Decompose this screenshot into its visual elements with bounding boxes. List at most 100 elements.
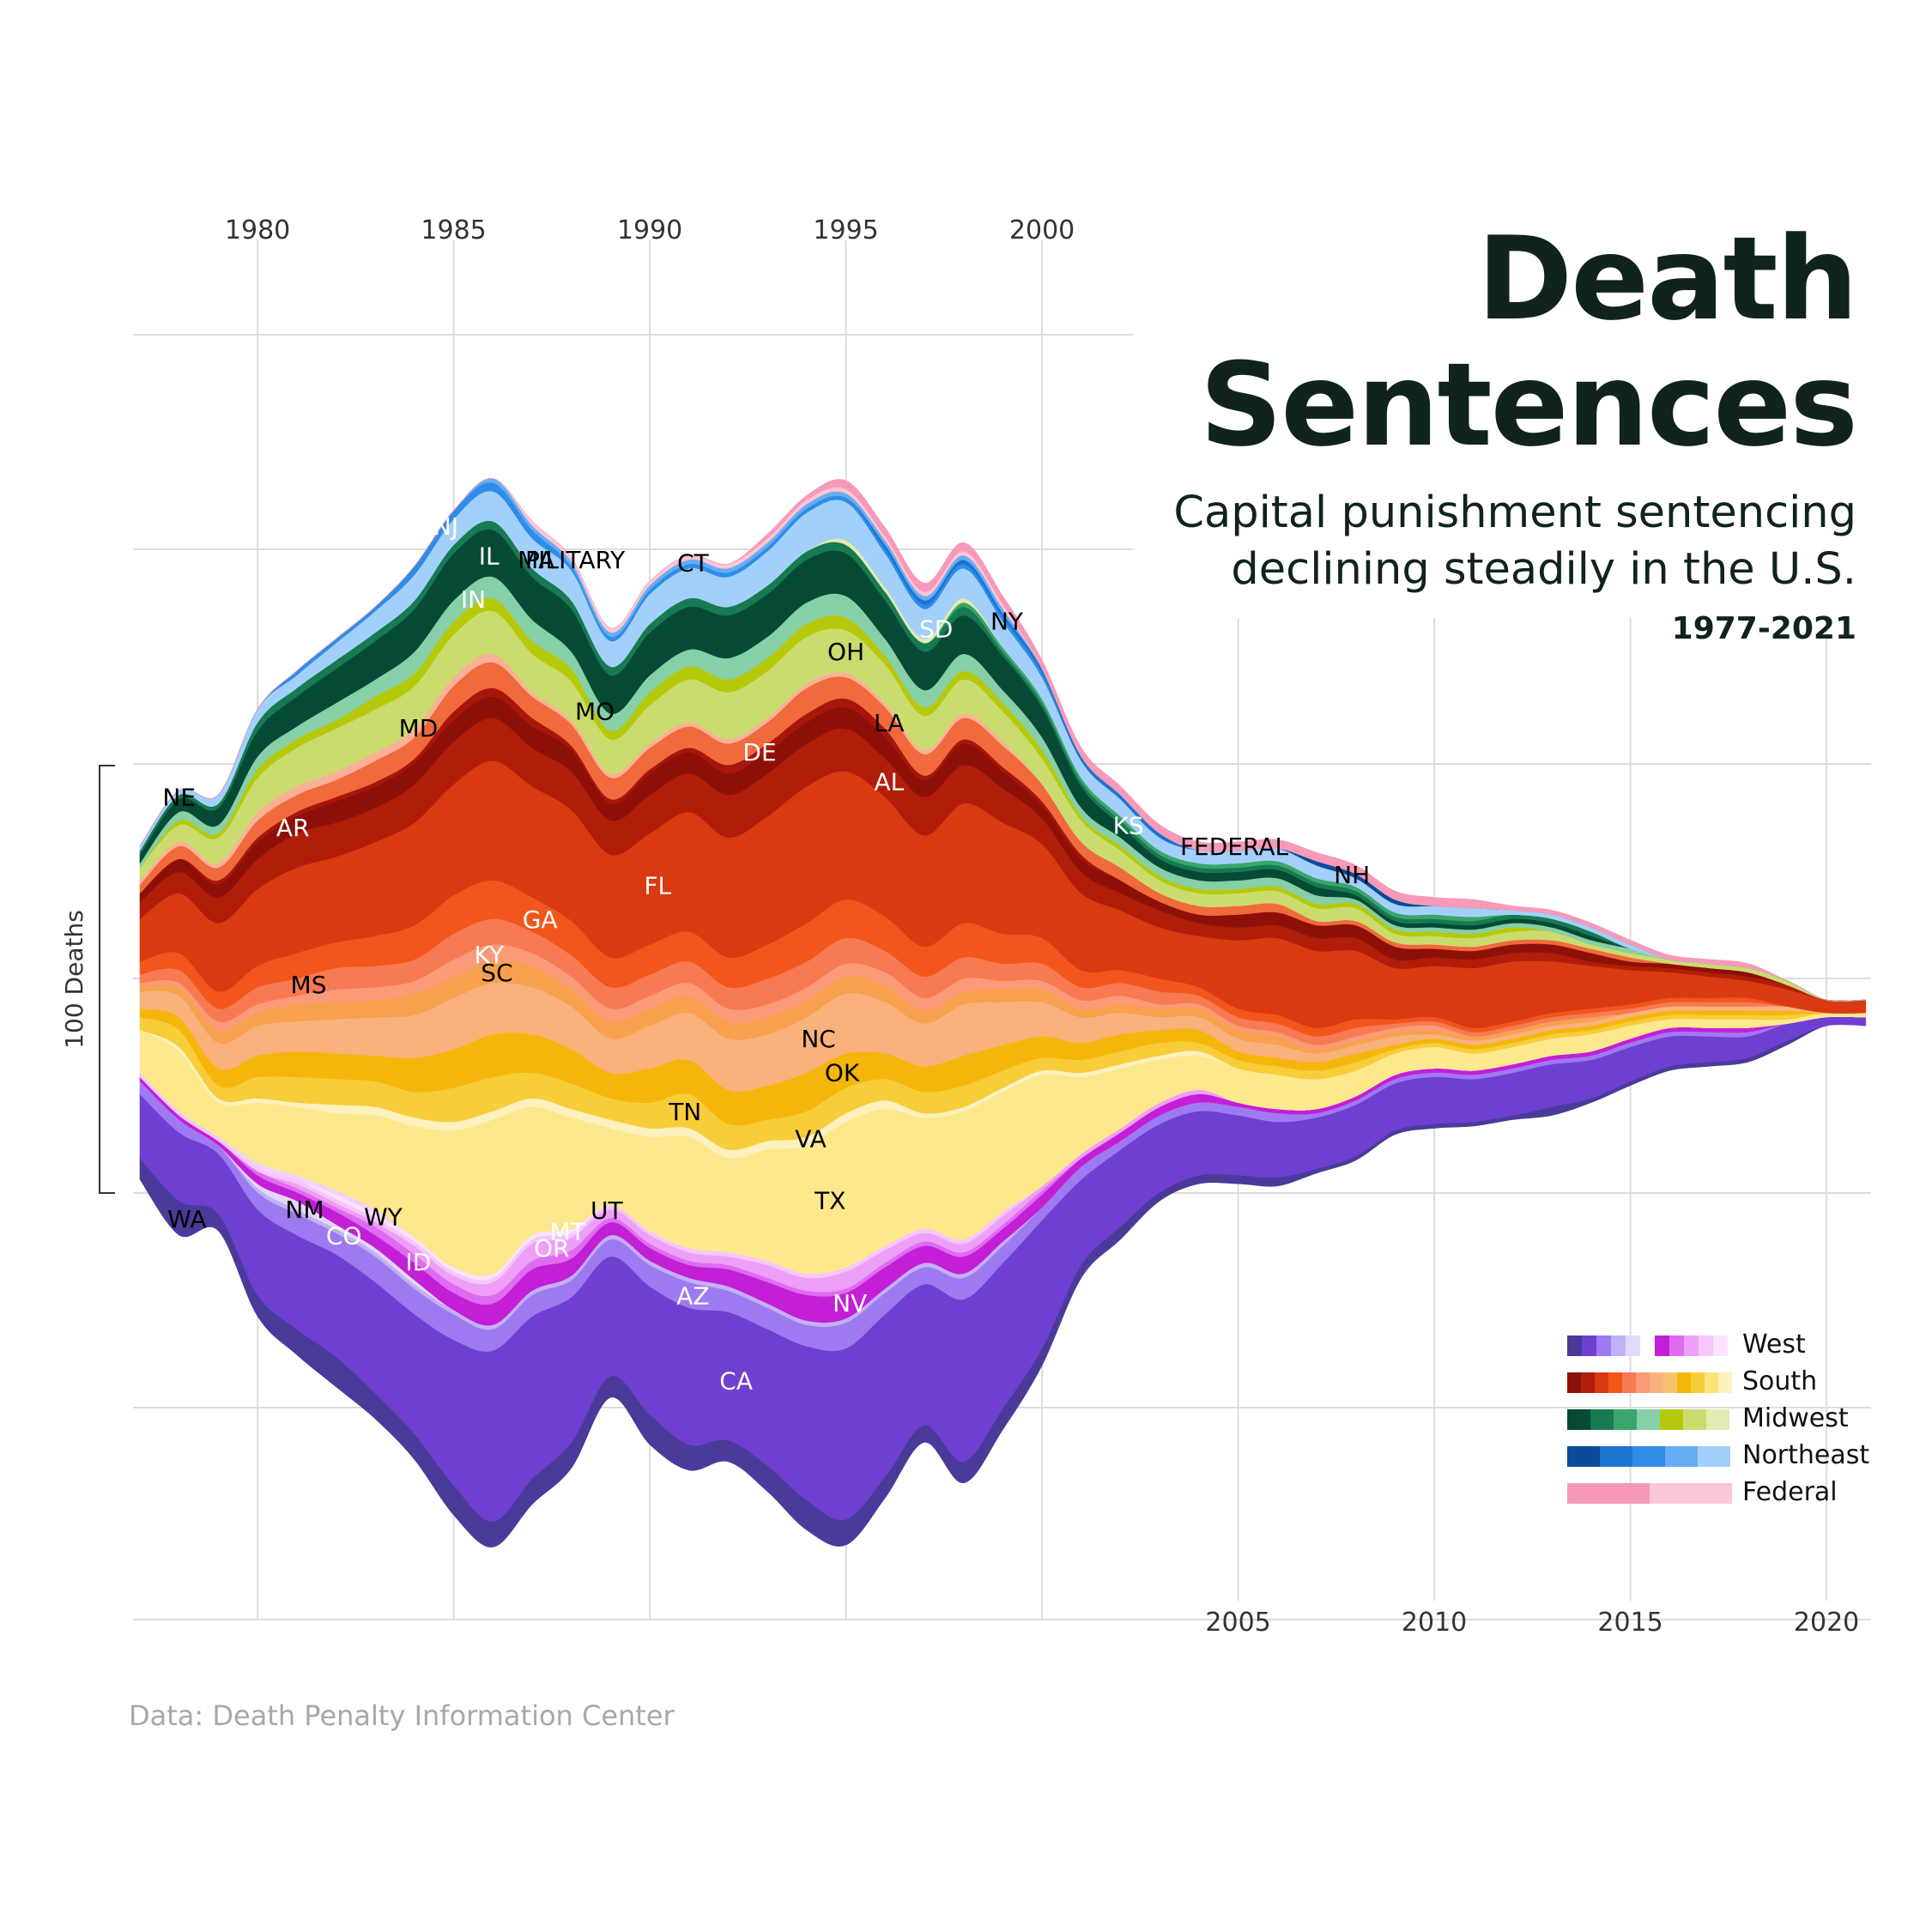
state-label-ok: OK bbox=[825, 1059, 860, 1087]
state-label-id: ID bbox=[406, 1248, 432, 1276]
x-tick-label: 2005 bbox=[1205, 1608, 1270, 1638]
state-label-ca: CA bbox=[719, 1366, 753, 1395]
state-label-mo: MO bbox=[575, 697, 615, 725]
x-tick-label: 2010 bbox=[1402, 1608, 1467, 1638]
state-label-al: AL bbox=[874, 768, 904, 796]
state-label-sd: SD bbox=[919, 615, 953, 644]
legend-color-chip bbox=[1581, 1372, 1595, 1393]
legend-color-chip bbox=[1590, 1409, 1614, 1430]
legend-label: Northeast bbox=[1742, 1440, 1870, 1470]
state-label-ny: NY bbox=[990, 607, 1024, 635]
state-label-co: CO bbox=[326, 1221, 362, 1250]
legend-color-chip bbox=[1626, 1335, 1640, 1356]
state-label-ms: MS bbox=[291, 971, 327, 999]
legend-color-chip bbox=[1567, 1335, 1582, 1356]
title-line-2: Sentences bbox=[1199, 338, 1858, 472]
state-label-de: DE bbox=[742, 738, 776, 766]
year-range: 1977-2021 bbox=[1671, 611, 1856, 646]
legend-label: South bbox=[1742, 1366, 1818, 1396]
state-label-ar: AR bbox=[276, 814, 310, 842]
state-label-ks: KS bbox=[1113, 811, 1144, 839]
x-tick-label: 1985 bbox=[421, 215, 486, 245]
stream-federal bbox=[139, 478, 1866, 1002]
legend-color-chip bbox=[1684, 1335, 1699, 1356]
state-label-ne: NE bbox=[162, 784, 196, 812]
state-label-ga: GA bbox=[523, 905, 558, 934]
state-label-ct: CT bbox=[677, 549, 710, 578]
legend-color-chip bbox=[1596, 1335, 1611, 1356]
legend-swatch bbox=[1567, 1372, 1732, 1393]
legend-swatch bbox=[1567, 1409, 1729, 1430]
legend-color-chip bbox=[1665, 1446, 1698, 1467]
subtitle: Capital punishment sentencing declining … bbox=[998, 485, 1856, 598]
legend-swatch bbox=[1567, 1483, 1732, 1504]
state-label-fl: FL bbox=[644, 872, 671, 900]
legend-color-chip bbox=[1650, 1483, 1732, 1504]
state-label-wa: WA bbox=[167, 1205, 206, 1233]
legend-color-chip bbox=[1691, 1372, 1705, 1393]
state-label-federal: FEDERAL bbox=[1180, 833, 1289, 861]
legend-color-chip bbox=[1614, 1409, 1637, 1430]
legend-color-chip bbox=[1699, 1335, 1713, 1356]
x-axis-bottom: 2005 2010 2015 2020 bbox=[1205, 1608, 1859, 1638]
state-label-tx: TX bbox=[814, 1187, 845, 1215]
title-line-1: Death bbox=[1477, 212, 1858, 346]
x-tick-label: 2015 bbox=[1597, 1608, 1662, 1638]
state-label-nj: NJ bbox=[433, 512, 458, 541]
state-label-sc: SC bbox=[481, 959, 512, 987]
x-tick-label: 2000 bbox=[1009, 215, 1075, 245]
x-axis-top: 1980 1985 1990 1995 2000 bbox=[225, 215, 1075, 245]
legend-color-chip bbox=[1650, 1372, 1663, 1393]
legend-color-chip bbox=[1567, 1483, 1650, 1504]
legend-color-chip bbox=[1698, 1446, 1730, 1467]
stream-layers bbox=[139, 478, 1867, 1547]
legend-label: West bbox=[1742, 1329, 1806, 1360]
state-label-or: OR bbox=[534, 1234, 570, 1263]
x-tick-label: 1995 bbox=[813, 215, 878, 245]
legend-swatch bbox=[1567, 1446, 1730, 1467]
legend-color-chip bbox=[1705, 1372, 1718, 1393]
legend-color-chip bbox=[1636, 1372, 1650, 1393]
scale-label: 100 Deaths bbox=[60, 910, 88, 1049]
legend-color-chip bbox=[1669, 1335, 1684, 1356]
legend-color-chip bbox=[1706, 1409, 1729, 1430]
state-label-military: MILITARY bbox=[518, 546, 626, 574]
state-label-nm: NM bbox=[285, 1196, 324, 1224]
legend-color-chip bbox=[1567, 1409, 1590, 1430]
source-note: Data: Death Penalty Information Center bbox=[129, 1699, 675, 1732]
state-label-pa: PA bbox=[525, 546, 554, 574]
x-tick-label: 1990 bbox=[617, 215, 682, 245]
legend-color-chip bbox=[1600, 1446, 1632, 1467]
state-label-ky: KY bbox=[474, 941, 504, 969]
state-label-va: VA bbox=[795, 1125, 827, 1154]
legend-color-chip bbox=[1622, 1372, 1636, 1393]
state-label-oh: OH bbox=[827, 638, 864, 666]
subtitle-line-1: Capital punishment sentencing bbox=[1173, 488, 1856, 538]
legend-color-chip bbox=[1655, 1335, 1669, 1356]
state-label-il: IL bbox=[479, 542, 500, 570]
legend-color-chip bbox=[1632, 1446, 1665, 1467]
legend-label: Midwest bbox=[1742, 1403, 1849, 1433]
state-label-mt: MT bbox=[549, 1218, 585, 1246]
legend-color-chip bbox=[1611, 1335, 1626, 1356]
legend-color-chip bbox=[1660, 1409, 1683, 1430]
state-label-tn: TN bbox=[668, 1098, 701, 1126]
legend-color-chip bbox=[1567, 1372, 1581, 1393]
state-label-wy: WY bbox=[364, 1203, 403, 1232]
legend-label: Federal bbox=[1742, 1477, 1838, 1507]
state-label-az: AZ bbox=[676, 1281, 709, 1310]
legend-color-chip bbox=[1677, 1372, 1691, 1393]
legend-color-chip bbox=[1567, 1446, 1600, 1467]
legend-color-chip bbox=[1663, 1372, 1677, 1393]
legend-color-chip bbox=[1683, 1409, 1706, 1430]
state-label-in: IN bbox=[461, 585, 486, 614]
legend-color-chip bbox=[1637, 1409, 1660, 1430]
state-label-ut: UT bbox=[591, 1196, 623, 1225]
x-tick-label: 1980 bbox=[225, 215, 290, 245]
state-label-md: MD bbox=[399, 714, 439, 742]
subtitle-line-2: declining steadily in the U.S. bbox=[1231, 544, 1856, 595]
legend-color-chip bbox=[1608, 1372, 1622, 1393]
scale-bracket: 100 Deaths bbox=[60, 765, 115, 1194]
